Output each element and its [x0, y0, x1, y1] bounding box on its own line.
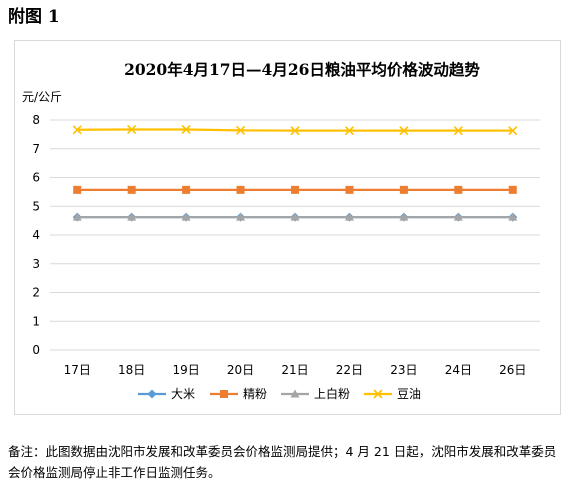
y-tick-label: 1 — [32, 314, 40, 328]
x-tick-label: 21日 — [281, 363, 308, 377]
footnote: 备注：此图数据由沈阳市发展和改革委员会价格监测局提供；4 月 21 日起，沈阳市… — [8, 444, 557, 480]
y-tick-label: 3 — [32, 257, 40, 271]
x-tick-label: 22日 — [336, 363, 363, 377]
data-point — [453, 212, 463, 221]
series-3 — [72, 124, 518, 136]
data-point — [235, 125, 246, 135]
y-axis-label: 元/公斤 — [22, 90, 62, 104]
y-tick-label: 2 — [32, 286, 40, 300]
data-point — [73, 185, 82, 194]
x-tick-label: 24日 — [445, 363, 472, 377]
data-point — [508, 212, 518, 221]
data-point — [181, 124, 191, 135]
x-tick-label: 20日 — [227, 363, 254, 377]
x-tick-label: 26日 — [499, 363, 526, 377]
chart-title: 2020年4月17日—4月26日粮油平均价格波动趋势 — [124, 60, 480, 79]
data-point — [399, 126, 409, 136]
data-point — [127, 185, 136, 194]
data-point — [399, 212, 409, 221]
legend-entry: 豆油 — [364, 387, 421, 401]
series-1 — [73, 185, 517, 194]
y-tick-label: 7 — [32, 142, 40, 156]
x-tick-label: 19日 — [172, 363, 199, 377]
data-point — [72, 212, 82, 221]
y-tick-label: 8 — [32, 113, 40, 127]
x-tick-label: 18日 — [118, 363, 145, 377]
data-point — [344, 212, 354, 221]
data-point — [453, 126, 463, 136]
x-tick-label: 23日 — [390, 363, 417, 377]
y-tick-label: 5 — [32, 199, 40, 213]
legend-label: 豆油 — [397, 387, 421, 401]
data-point — [508, 126, 518, 136]
data-point — [290, 212, 300, 221]
chart-frame — [14, 40, 561, 415]
data-point — [181, 212, 191, 221]
data-point — [344, 126, 355, 136]
y-tick-label: 0 — [32, 343, 40, 357]
data-point — [236, 212, 246, 221]
data-point — [182, 185, 191, 194]
y-tick-label: 6 — [32, 171, 40, 185]
legend-entry: 精粉 — [210, 387, 267, 401]
series-2 — [72, 212, 518, 221]
data-point — [236, 185, 245, 194]
legend-marker — [290, 389, 300, 398]
y-tick-label: 4 — [32, 228, 40, 242]
legend-marker — [220, 390, 228, 398]
legend-marker — [147, 389, 157, 399]
data-point — [508, 185, 517, 194]
data-point — [127, 124, 137, 135]
line-chart: 2020年4月17日—4月26日粮油平均价格波动趋势 元/公斤 0 1 2 3 4 5 6 7… — [22, 60, 540, 401]
x-tick-label: 17日 — [64, 363, 91, 377]
legend-label: 精粉 — [243, 387, 267, 401]
data-point — [345, 185, 354, 194]
figure-label: 附图 1 — [8, 7, 60, 27]
data-point — [291, 185, 299, 194]
data-point — [399, 185, 408, 194]
legend-label: 上白粉 — [314, 386, 350, 401]
legend-marker — [373, 389, 383, 399]
legend-label: 大米 — [171, 387, 195, 401]
data-point — [72, 125, 82, 135]
legend-entry: 大米 — [138, 387, 195, 401]
data-point — [454, 185, 463, 194]
data-point — [127, 212, 137, 221]
data-point — [290, 126, 300, 136]
legend-entry: 上白粉 — [281, 386, 350, 401]
